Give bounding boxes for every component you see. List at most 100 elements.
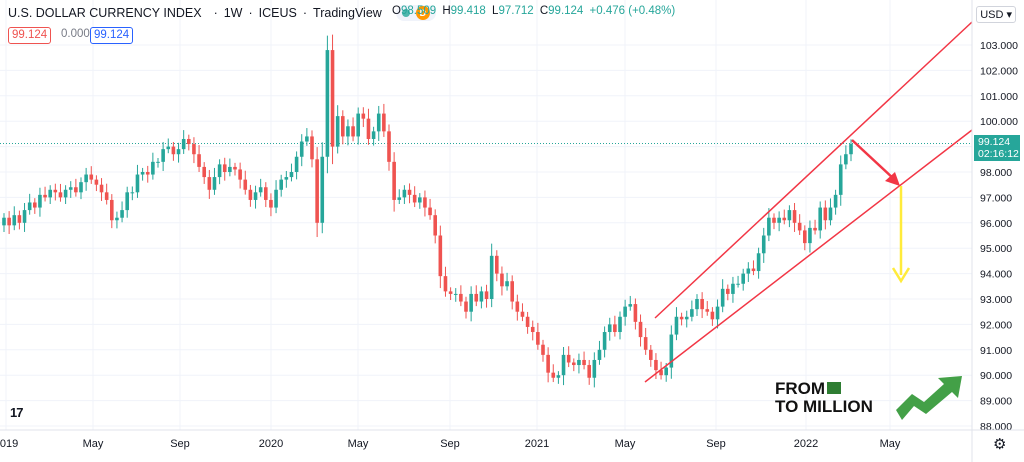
- candle-body: [330, 50, 335, 147]
- candle-body: [479, 291, 484, 302]
- y-tick-label: 101.000: [980, 91, 1018, 103]
- candle-body: [510, 281, 514, 302]
- candle-body: [104, 192, 109, 200]
- candle-body: [351, 126, 355, 137]
- candle-body: [181, 138, 186, 150]
- candle-body: [2, 217, 6, 226]
- candle-body: [654, 359, 658, 371]
- candle-body: [561, 354, 566, 376]
- candle-body: [33, 202, 37, 208]
- candle-body: [264, 187, 268, 200]
- watermark-line1: FROM: [775, 379, 826, 398]
- chart-mini-icon: [827, 382, 842, 394]
- candle-body: [222, 164, 227, 172]
- channel-upper-line: [654, 21, 973, 319]
- candle-body: [305, 136, 309, 142]
- settings-gear-icon[interactable]: ⚙: [993, 436, 1007, 453]
- candle-body: [310, 136, 314, 160]
- candle-body: [720, 288, 725, 307]
- y-tick-label: 102.000: [980, 65, 1018, 77]
- candle-body: [438, 235, 443, 277]
- candle-body: [161, 149, 165, 162]
- x-axis: 2019 May Sep 2020 May Sep 2021 May Sep 2022 May: [0, 429, 1024, 450]
- candle-body: [433, 215, 437, 236]
- candle-body: [761, 235, 766, 254]
- candle-body: [731, 283, 735, 294]
- ohlc-readout: O98.509 H99.418 L97.712 C99.124 +0.476 (…: [392, 5, 676, 17]
- candle-body: [22, 210, 27, 223]
- candle-body: [582, 359, 586, 366]
- candle-body: [392, 161, 396, 200]
- candle-body: [299, 141, 304, 157]
- candle-body: [484, 291, 489, 299]
- candle-body: [797, 222, 802, 231]
- currency-selector[interactable]: USD ▾: [976, 6, 1016, 23]
- chart-header: U.S. DOLLAR CURRENCY INDEX · 1W · ICEUS …: [8, 4, 436, 22]
- candle-body: [618, 316, 622, 333]
- candle-body: [695, 299, 699, 310]
- candle-body: [643, 337, 648, 350]
- candle-body: [664, 367, 668, 376]
- candle-body: [746, 268, 751, 274]
- candle-body: [679, 316, 684, 320]
- candle-body: [525, 316, 530, 327]
- y-tick-label: 90.000: [980, 370, 1012, 382]
- candle-body: [474, 293, 479, 302]
- change-value: +0.476 (+0.48%): [589, 5, 676, 17]
- candle-body: [371, 131, 376, 139]
- candle-body: [772, 217, 776, 223]
- candle-body: [217, 164, 222, 178]
- candle-body: [556, 375, 561, 378]
- candle-body: [376, 113, 381, 132]
- last-price-label: 99.124 02:16:12: [974, 135, 1020, 161]
- candle-body: [489, 255, 494, 299]
- y-tick-label: 96.000: [980, 218, 1012, 230]
- interval-label[interactable]: 1W: [223, 6, 243, 20]
- candle-body: [120, 210, 124, 218]
- candles: [2, 34, 853, 388]
- candle-body: [361, 113, 366, 119]
- candle-body: [649, 349, 653, 360]
- candle-body: [459, 293, 463, 302]
- x-tick-label: May: [83, 438, 104, 450]
- x-tick-label: 2020: [259, 438, 283, 450]
- candle-body: [787, 210, 792, 221]
- candle-body: [505, 281, 509, 287]
- candle-body: [346, 126, 350, 137]
- candle-body: [145, 172, 150, 175]
- x-tick-label: Sep: [170, 438, 190, 450]
- candle-body: [258, 187, 263, 193]
- candle-body: [453, 293, 458, 295]
- symbol-title[interactable]: U.S. DOLLAR CURRENCY INDEX: [8, 6, 202, 20]
- buy-price-box[interactable]: 99.124: [90, 27, 134, 44]
- yellow-arrow-head: [891, 267, 911, 284]
- drawings: [644, 21, 973, 420]
- candle-body: [849, 144, 853, 155]
- candle-body: [366, 118, 371, 139]
- candle-body: [43, 194, 47, 198]
- candle-body: [99, 184, 104, 193]
- candle-body: [125, 192, 129, 211]
- candle-body: [238, 169, 242, 180]
- market-status-pill[interactable]: D: [395, 5, 436, 21]
- watermark-arrow-icon: [896, 376, 962, 420]
- close-value: 99.124: [548, 5, 584, 17]
- candle-body: [700, 299, 704, 310]
- candle-body: [387, 131, 391, 162]
- candle-body: [110, 199, 114, 221]
- x-tick-label: 2022: [794, 438, 818, 450]
- candle-body: [515, 301, 520, 312]
- tradingview-logo-icon[interactable]: 17: [10, 405, 23, 420]
- grid: [0, 0, 972, 430]
- candle-body: [592, 359, 597, 378]
- candle-body: [58, 192, 63, 198]
- candle-body: [341, 116, 345, 137]
- candle-body: [541, 344, 545, 355]
- x-tick-label: May: [880, 438, 901, 450]
- sell-price-box[interactable]: 99.124: [8, 27, 52, 44]
- candle-body: [315, 159, 319, 223]
- watermark-line2: TO MILLION: [775, 397, 873, 416]
- candle-body: [736, 283, 740, 285]
- candle-body: [166, 146, 171, 150]
